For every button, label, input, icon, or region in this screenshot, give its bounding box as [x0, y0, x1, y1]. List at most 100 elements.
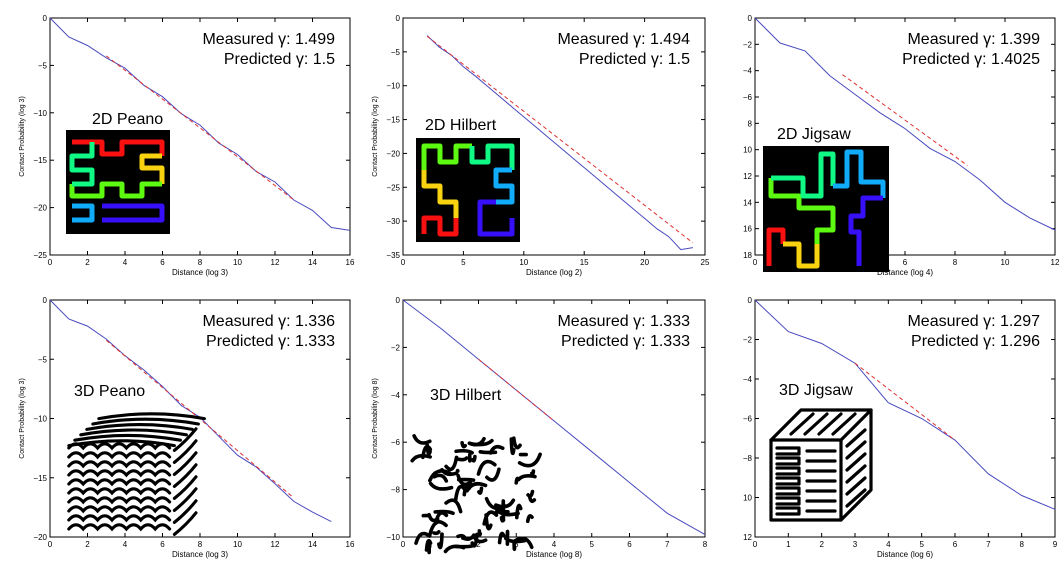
y-tick-label: 10 — [743, 494, 752, 503]
y-tick-label: −10 — [33, 109, 47, 118]
inset-drawing — [416, 138, 520, 242]
predicted-gamma-label: Predicted γ: 1.5 — [224, 51, 335, 68]
y-tick-label: 0 — [43, 14, 48, 23]
x-tick-label: 0 — [48, 258, 53, 267]
y-tick-label: −2 — [743, 336, 753, 345]
y-tick-label: −4 — [391, 391, 401, 400]
y-tick-label: −15 — [33, 474, 47, 483]
y-tick-label: −15 — [33, 156, 47, 165]
x-tick-label: 9 — [1053, 540, 1058, 549]
hilbert-3d-squiggle — [500, 533, 504, 542]
measured-gamma-label: Measured γ: 1.494 — [557, 31, 690, 48]
y-tick-label: −8 — [391, 486, 401, 495]
x-tick-label: 0 — [401, 258, 406, 267]
y-tick-label: −5 — [391, 48, 401, 57]
y-tick-label: −30 — [386, 217, 400, 226]
x-axis-label: Distance (log 2) — [526, 268, 582, 277]
x-tick-label: 5 — [461, 258, 466, 267]
hilbert-3d-squiggle — [456, 451, 472, 453]
hilbert-3d-squiggle — [445, 546, 463, 551]
y-tick-label: −10 — [386, 82, 400, 91]
y-tick-label: −20 — [386, 149, 400, 158]
hilbert-3d-squiggle — [532, 471, 534, 474]
x-tick-label: 6 — [160, 258, 165, 267]
predicted-gamma-label: Predicted γ: 1.333 — [206, 333, 335, 350]
x-tick-label: 5 — [919, 540, 924, 549]
x-tick-label: 4 — [123, 258, 128, 267]
predicted-gamma-label: Predicted γ: 1.4025 — [902, 51, 1040, 68]
y-tick-label: 12 — [743, 172, 752, 181]
x-tick-label: 8 — [198, 540, 203, 549]
inset-title: 3D Hilbert — [430, 387, 502, 404]
x-tick-label: 20 — [640, 258, 649, 267]
x-tick-label: 0 — [753, 258, 758, 267]
y-tick-label: 16 — [743, 225, 752, 234]
y-tick-label: 18 — [743, 251, 752, 260]
y-tick-label: −25 — [386, 183, 400, 192]
hilbert-3d-squiggle — [459, 458, 467, 460]
x-tick-label: 6 — [627, 540, 632, 549]
y-axis-label: Contact Probability (log 8) — [372, 378, 379, 459]
hilbert-3d-squiggle — [429, 544, 430, 552]
hilbert-3d-squiggle — [480, 452, 495, 453]
y-tick-label: −20 — [33, 533, 47, 542]
y-tick-label: 0 — [43, 296, 48, 305]
x-tick-label: 4 — [886, 540, 891, 549]
y-axis-label: Contact Probability (log 2) — [372, 96, 379, 177]
y-tick-label: 10 — [743, 146, 752, 155]
inset-drawing — [763, 146, 889, 272]
x-tick-label: 2 — [819, 540, 824, 549]
y-axis-label: Contact Probability (log 3) — [19, 378, 26, 459]
hilbert-3d-squiggle — [459, 480, 474, 481]
y-tick-label: −35 — [386, 251, 400, 260]
x-tick-label: 6 — [903, 258, 908, 267]
inset-title: 2D Hilbert — [425, 117, 497, 134]
x-tick-label: 7 — [986, 540, 991, 549]
y-tick-label: −20 — [33, 204, 47, 213]
x-tick-label: 0 — [48, 540, 53, 549]
measured-gamma-label: Measured γ: 1.399 — [907, 31, 1040, 48]
x-tick-label: 8 — [953, 258, 958, 267]
y-tick-label: 14 — [743, 198, 752, 207]
y-tick-label: −5 — [38, 355, 48, 364]
y-tick-label: 12 — [743, 533, 752, 542]
y-tick-label: −10 — [386, 533, 400, 542]
inset-title: 2D Peano — [92, 111, 163, 128]
measured-gamma-label: Measured γ: 1.336 — [202, 313, 335, 330]
x-tick-label: 14 — [308, 258, 317, 267]
inset-title: 3D Jigsaw — [779, 382, 853, 399]
inset-background — [416, 138, 520, 242]
x-axis-label: Distance (log 3) — [172, 268, 228, 277]
x-tick-label: 2 — [85, 540, 90, 549]
inset-drawing — [66, 130, 170, 234]
predicted-gamma-label: Predicted γ: 1.296 — [911, 333, 1040, 350]
hilbert-3d-squiggle — [434, 532, 439, 533]
hilbert-3d-squiggle — [479, 531, 480, 535]
x-tick-label: 16 — [346, 540, 355, 549]
x-tick-label: 10 — [233, 258, 242, 267]
x-tick-label: 0 — [401, 540, 406, 549]
x-tick-label: 10 — [233, 540, 242, 549]
x-tick-label: 8 — [198, 258, 203, 267]
x-tick-label: 12 — [271, 540, 280, 549]
y-tick-label: −4 — [743, 375, 753, 384]
y-tick-label: 0 — [396, 14, 401, 23]
measured-gamma-label: Measured γ: 1.333 — [557, 313, 690, 330]
predicted-gamma-label: Predicted γ: 1.333 — [561, 333, 690, 350]
y-tick-label: −4 — [743, 67, 753, 76]
x-tick-label: 0 — [753, 540, 758, 549]
x-tick-label: 5 — [590, 540, 595, 549]
x-tick-label: 6 — [160, 540, 165, 549]
x-axis-label: Distance (log 6) — [877, 550, 933, 559]
x-tick-label: 1 — [786, 540, 791, 549]
y-tick-label: 0 — [396, 296, 401, 305]
predicted-gamma-label: Predicted γ: 1.5 — [579, 51, 690, 68]
measured-gamma-label: Measured γ: 1.499 — [202, 31, 335, 48]
